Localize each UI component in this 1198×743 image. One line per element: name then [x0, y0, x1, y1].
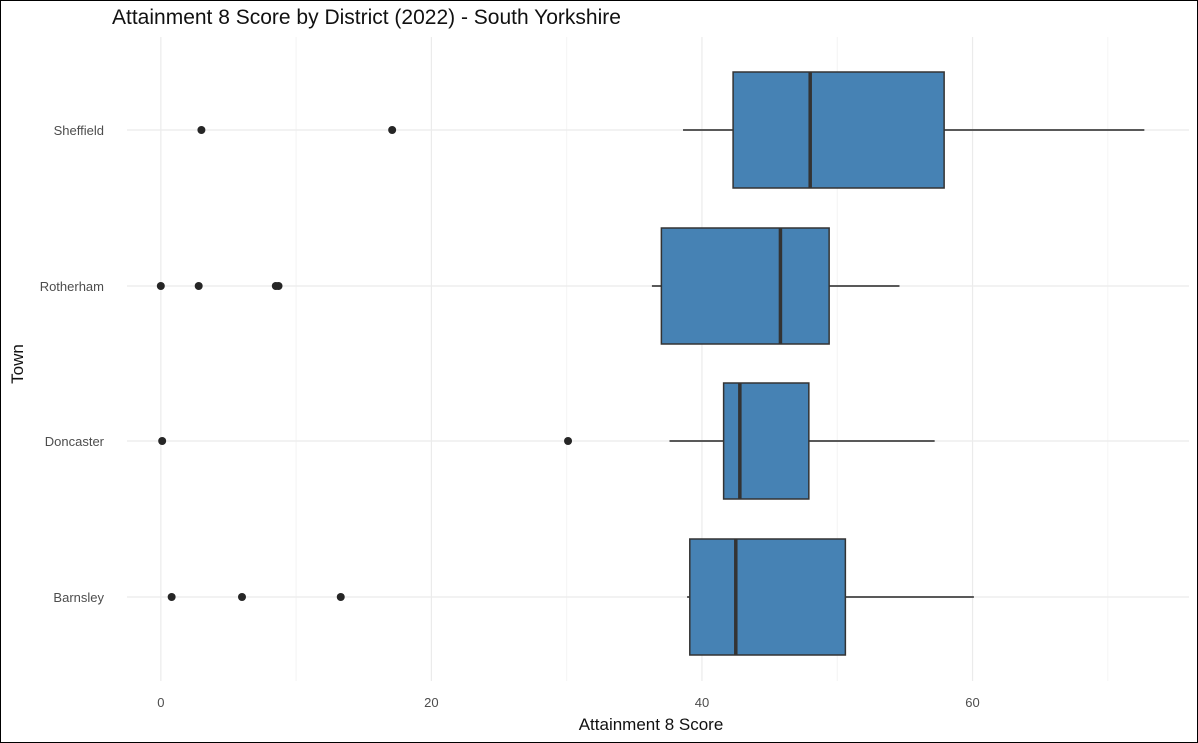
grid-layer: [127, 37, 1189, 681]
iqr-box: [722, 382, 810, 500]
outlier-point: [156, 282, 165, 290]
outlier-point: [194, 282, 203, 290]
iqr-box: [660, 227, 830, 345]
outlier-point: [388, 126, 397, 134]
outlier-point: [336, 593, 345, 601]
y-axis-title: Town: [8, 344, 27, 384]
box-layer: [156, 71, 1145, 656]
y-tick-label: Barnsley: [53, 590, 104, 605]
y-tick-label: Doncaster: [45, 434, 105, 449]
iqr-box: [689, 538, 847, 656]
x-axis-title: Attainment 8 Score: [579, 715, 724, 734]
outlier-point: [274, 282, 283, 290]
outlier-point: [197, 126, 206, 134]
chart-title: Attainment 8 Score by District (2022) - …: [112, 6, 621, 29]
outlier-point: [564, 437, 573, 445]
iqr-box: [732, 71, 945, 189]
box-barnsley: [167, 538, 974, 656]
box-doncaster: [158, 382, 935, 500]
y-tick-label: Sheffield: [54, 123, 104, 138]
box-rotherham: [156, 227, 900, 345]
x-tick-label: 40: [695, 695, 709, 710]
outlier-point: [167, 593, 176, 601]
outlier-point: [158, 437, 167, 445]
y-tick-label: Rotherham: [40, 279, 104, 294]
x-tick-label: 60: [965, 695, 979, 710]
x-tick-label: 0: [157, 695, 164, 710]
box-sheffield: [197, 71, 1145, 189]
outlier-point: [237, 593, 246, 601]
x-tick-label: 20: [424, 695, 438, 710]
label-layer: Attainment 8 Score by District (2022) - …: [8, 6, 980, 734]
